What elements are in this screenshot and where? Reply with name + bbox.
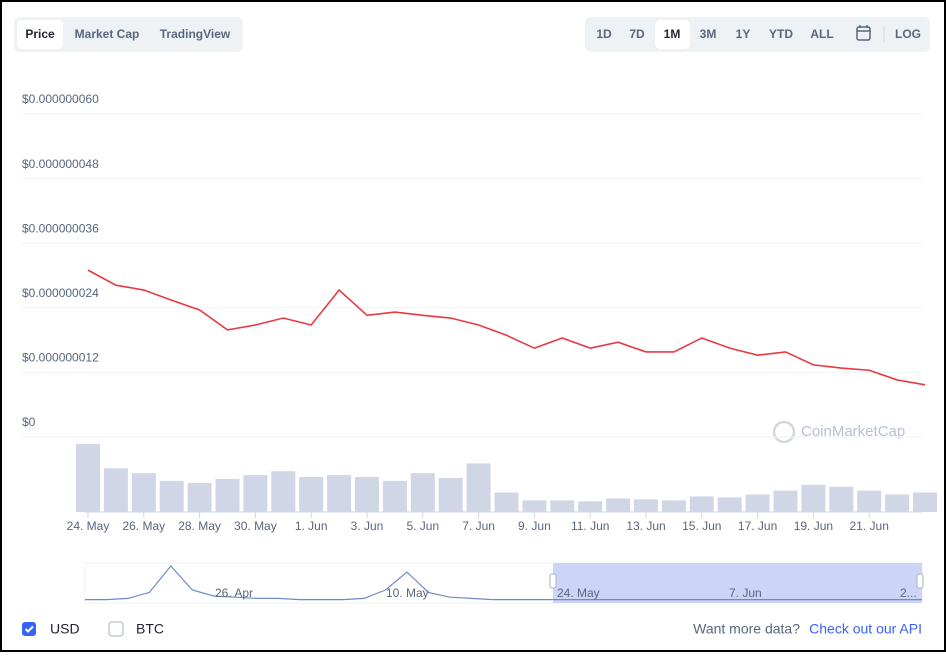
tab-group: [14, 17, 243, 52]
volume-bar: [466, 463, 491, 512]
navigator-label: 10. May: [386, 586, 429, 600]
navigator-selection[interactable]: [553, 563, 922, 603]
currency-label[interactable]: USD: [50, 621, 80, 637]
range-button[interactable]: 7D: [629, 27, 645, 41]
volume-bar: [494, 492, 519, 512]
volume-bar: [76, 444, 100, 512]
x-tick-label: 11. Jun: [571, 519, 609, 533]
volume-bar: [243, 475, 268, 512]
volume-bar: [159, 480, 184, 512]
y-tick-label: $0.000000048: [22, 157, 99, 171]
usd-checkbox[interactable]: [22, 622, 36, 636]
watermark: [772, 420, 796, 444]
active-tab: [17, 20, 63, 49]
volume-bar: [829, 486, 854, 512]
x-tick-label: 21. Jun: [850, 519, 889, 533]
volume-bar: [271, 471, 296, 512]
y-tick-label: $0.000000024: [22, 286, 99, 300]
volume-bar: [550, 500, 575, 512]
volume-bar: [801, 484, 826, 512]
range-button[interactable]: ALL: [810, 27, 833, 41]
volume-bar: [661, 500, 686, 512]
y-tick-label: $0.000000060: [22, 92, 99, 106]
navigator-label: 2...: [900, 586, 917, 600]
tab[interactable]: TradingView: [160, 27, 231, 41]
watermark-text: CoinMarketCap: [801, 423, 905, 440]
volume-bar: [745, 494, 770, 512]
x-tick-label: 9. Jun: [518, 519, 551, 533]
volume-bar: [103, 468, 128, 512]
x-tick-label: 1. Jun: [295, 519, 328, 533]
tab[interactable]: Market Cap: [75, 27, 140, 41]
navigator-label: 24. May: [557, 586, 600, 600]
navigator-label: 7. Jun: [729, 586, 762, 600]
price-line: [87, 269, 926, 386]
volume-bar: [857, 490, 882, 512]
x-tick-label: 24. May: [67, 519, 110, 533]
navigator-line: [85, 565, 922, 601]
active-range: [655, 20, 690, 49]
volume-bar: [634, 499, 658, 512]
x-tick-label: 5. Jun: [406, 519, 439, 533]
range-button[interactable]: 1Y: [736, 27, 751, 41]
y-tick-label: $0: [22, 415, 36, 429]
volume-bar: [578, 501, 603, 512]
calendar-icon[interactable]: [856, 25, 871, 41]
volume-bar: [717, 497, 742, 512]
x-tick-label: 26. May: [122, 519, 165, 533]
volume-bar: [327, 475, 352, 512]
navigator-handle[interactable]: [916, 573, 924, 589]
volume-bar: [215, 478, 240, 512]
volume-bar: [522, 500, 547, 512]
volume-bar: [410, 473, 435, 512]
x-tick-label: 19. Jun: [794, 519, 833, 533]
volume-bar: [382, 480, 407, 512]
volume-bar: [355, 477, 379, 512]
x-tick-label: 30. May: [234, 519, 277, 533]
range-button[interactable]: YTD: [769, 27, 793, 41]
range-button[interactable]: 3M: [700, 27, 717, 41]
btc-checkbox[interactable]: [108, 621, 124, 637]
volume-bar: [438, 478, 463, 512]
y-tick-label: $0.000000012: [22, 351, 99, 365]
api-link[interactable]: Check out our API: [809, 621, 922, 637]
volume-bar: [187, 482, 212, 512]
x-tick-label: 3. Jun: [351, 519, 384, 533]
volume-bar: [131, 473, 156, 512]
navigator-handle[interactable]: [549, 573, 557, 589]
api-prompt: Want more data?: [693, 621, 800, 637]
tab[interactable]: Price: [25, 27, 55, 41]
navigator-label: 26. Apr: [215, 586, 253, 600]
volume-bar: [299, 477, 324, 512]
volume-bar: [913, 492, 937, 512]
y-tick-label: $0.000000036: [22, 221, 99, 235]
volume-bar: [689, 496, 714, 512]
x-tick-label: 7. Jun: [462, 519, 495, 533]
currency-label[interactable]: BTC: [136, 621, 164, 637]
x-tick-label: 17. Jun: [738, 519, 777, 533]
x-tick-label: 15. Jun: [682, 519, 721, 533]
volume-bar: [606, 498, 631, 512]
range-button[interactable]: 1D: [596, 27, 612, 41]
check-mark: [24, 625, 34, 633]
range-button[interactable]: 1M: [664, 27, 681, 41]
log-button[interactable]: LOG: [895, 27, 921, 41]
volume-bar: [885, 494, 910, 512]
x-tick-label: 13. Jun: [626, 519, 665, 533]
volume-bar: [773, 490, 798, 512]
x-tick-label: 28. May: [178, 519, 221, 533]
